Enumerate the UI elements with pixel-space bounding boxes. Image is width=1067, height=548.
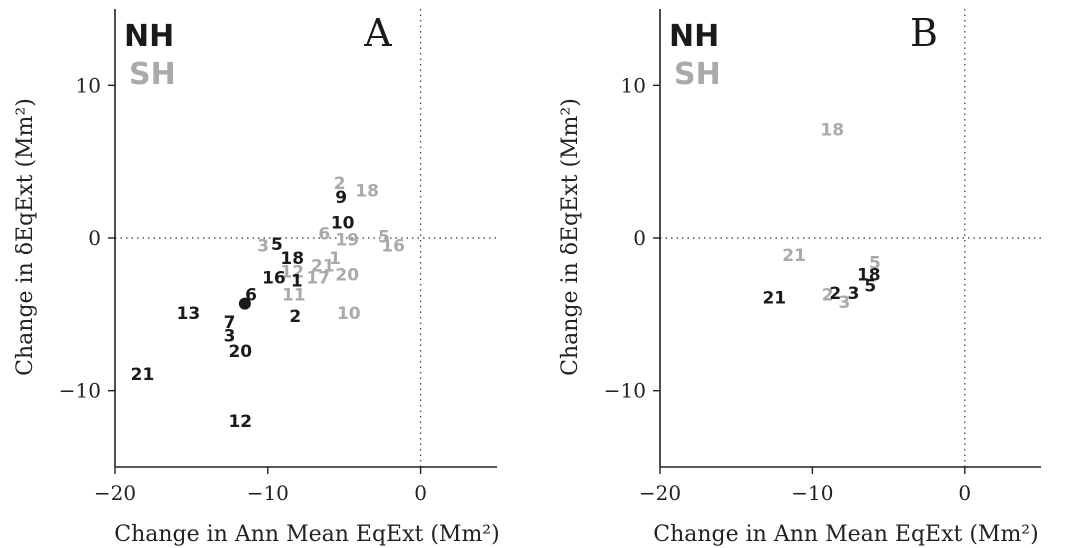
data-marker-dot <box>238 297 251 310</box>
data-point-sh: 11 <box>282 285 306 305</box>
data-point-nh: 21 <box>131 365 155 385</box>
data-point-sh: 2 <box>822 285 834 305</box>
panel-a-xlabel: Change in Ann Mean EqExt (Mm²) <box>114 522 499 547</box>
data-point-nh: 3 <box>224 327 236 347</box>
y-tick-label: 0 <box>88 226 101 250</box>
data-point-sh: 17 <box>306 269 330 289</box>
data-point-nh: 5 <box>864 276 876 296</box>
data-point-nh: 20 <box>228 342 252 362</box>
data-point-sh: 21 <box>311 256 335 276</box>
y-tick-label: −10 <box>59 379 101 403</box>
panel-b-ylabel: Change in δEqExt (Mm²) <box>558 98 583 376</box>
data-point-nh: 6 <box>245 285 257 305</box>
data-point-nh: 16 <box>262 269 286 289</box>
data-point-sh: 18 <box>820 121 844 141</box>
data-point-nh: 13 <box>177 304 201 324</box>
data-point-sh: 5 <box>378 227 390 247</box>
x-tick-label: 0 <box>414 481 427 505</box>
data-point-nh: 18 <box>280 249 304 269</box>
data-point-sh: 5 <box>869 253 881 273</box>
data-point-sh: 12 <box>280 263 304 283</box>
panel-a-legend-sh: SH <box>129 57 176 92</box>
data-point-sh: 2 <box>334 174 346 194</box>
data-point-sh: 6 <box>318 224 330 244</box>
data-point-sh: 3 <box>838 293 850 313</box>
x-tick-label: −20 <box>94 481 136 505</box>
panel-b-legend-nh: NH <box>669 19 719 54</box>
data-point-nh: 1 <box>291 272 303 292</box>
panel-b-xlabel: Change in Ann Mean EqExt (Mm²) <box>653 522 1038 547</box>
panel-a-letter: A <box>363 11 392 55</box>
data-point-nh: 2 <box>829 284 841 304</box>
panel-a-legend-nh: NH <box>124 19 174 54</box>
data-point-nh: 7 <box>224 313 236 333</box>
panel-b-letter: B <box>910 11 938 55</box>
data-point-sh: 1 <box>329 249 341 269</box>
y-tick-label: −10 <box>604 379 646 403</box>
data-point-nh: 12 <box>228 412 252 432</box>
y-tick-label: 10 <box>76 73 101 97</box>
data-point-sh: 21 <box>782 246 806 266</box>
data-point-sh: 3 <box>257 237 269 257</box>
data-point-nh: 3 <box>848 284 860 304</box>
data-point-sh: 19 <box>335 231 359 251</box>
x-tick-label: −10 <box>247 481 289 505</box>
data-point-nh: 9 <box>335 188 347 208</box>
x-tick-label: 0 <box>958 481 971 505</box>
data-point-nh: 10 <box>331 214 355 234</box>
panel-b-legend-sh: SH <box>674 57 721 92</box>
y-tick-label: 0 <box>633 226 646 250</box>
y-tick-label: 10 <box>621 73 646 97</box>
data-point-sh: 10 <box>337 304 361 324</box>
data-point-sh: 18 <box>355 182 379 202</box>
data-point-nh: 2 <box>289 307 301 327</box>
data-point-nh: 5 <box>271 235 283 255</box>
x-tick-label: −20 <box>639 481 681 505</box>
x-tick-label: −10 <box>791 481 833 505</box>
data-point-sh: 20 <box>335 266 359 286</box>
panel-a-ylabel: Change in δEqExt (Mm²) <box>13 98 38 376</box>
data-point-sh: 16 <box>381 237 405 257</box>
data-point-nh: 21 <box>762 289 786 309</box>
data-point-nh: 18 <box>857 266 881 286</box>
